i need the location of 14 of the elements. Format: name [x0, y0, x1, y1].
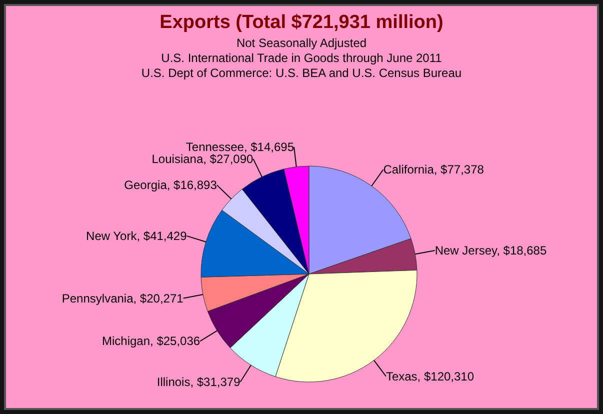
slice-label: New Jersey, $18,685	[434, 243, 547, 258]
slice-label: Illinois, $31,379	[156, 374, 241, 389]
slice-label: Texas, $120,310	[386, 369, 474, 384]
text: U.S. International Trade in Goods through June 2011	[160, 51, 443, 65]
slice-label: Pennsylvania, $20,271	[62, 291, 184, 306]
text: U.S. Dept of Commerce: U.S. BEA and U.S. Census Bureau	[140, 66, 463, 80]
slice-label: Georgia, $16,893	[124, 178, 218, 192]
slice-label: Louisiana, $27,090	[152, 152, 254, 166]
chart-subtitle: Not Seasonally Adjusted	[235, 36, 368, 50]
slice-label: Michigan, $25,036	[102, 334, 200, 348]
slice-label: California, $77,378	[383, 162, 484, 177]
slice-label: New York, $41,429	[86, 228, 188, 243]
slice-label: Tennessee, $14,695	[186, 140, 294, 154]
chart-title: Exports (Total $721,931 million)	[158, 12, 444, 34]
